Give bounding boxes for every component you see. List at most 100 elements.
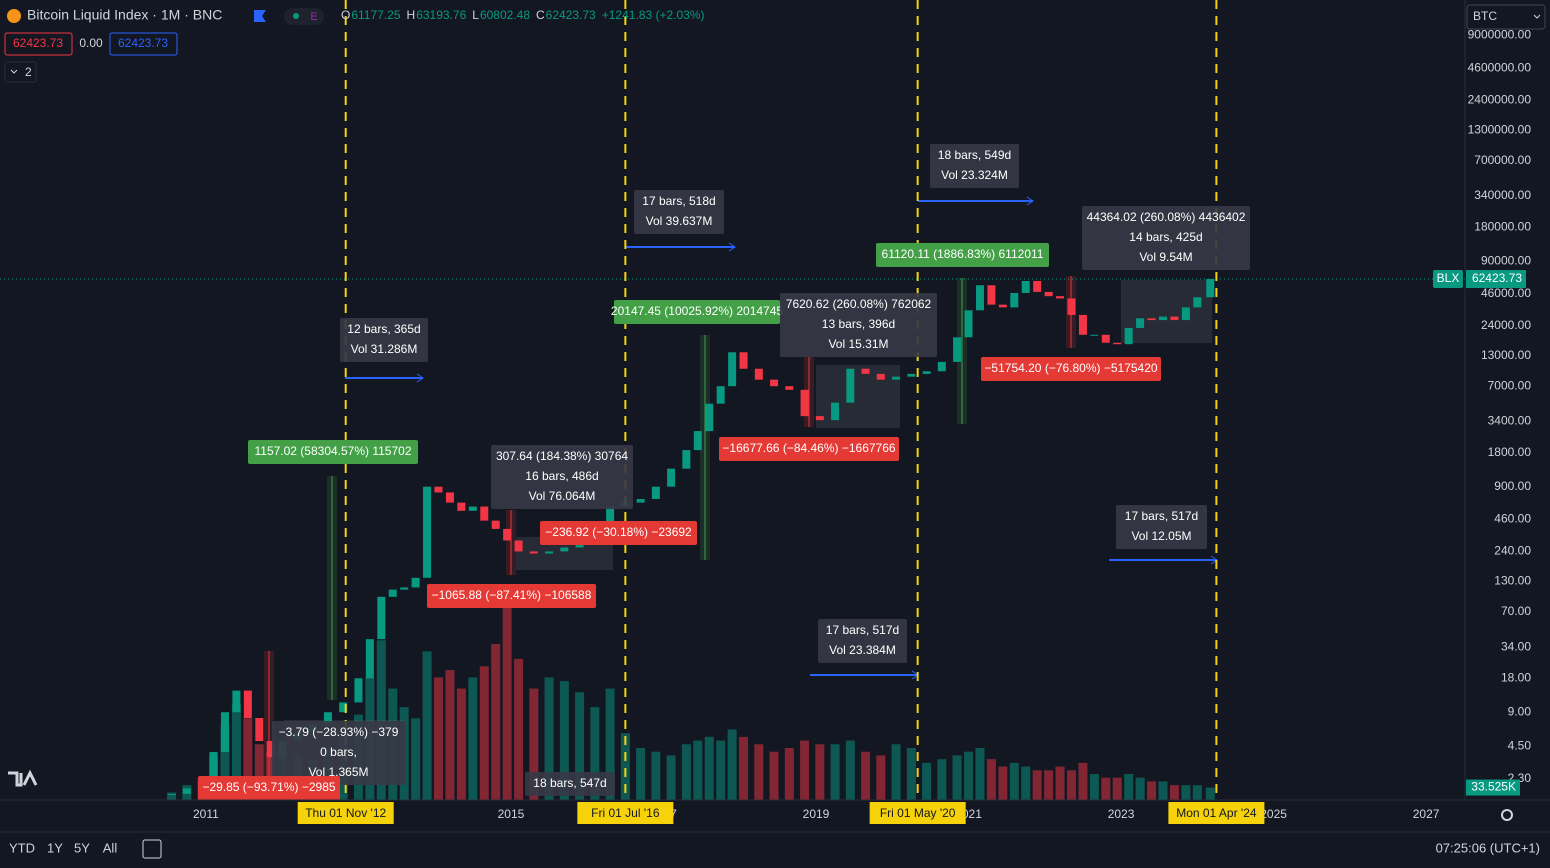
volume-bar bbox=[559, 681, 569, 800]
candle-body bbox=[1056, 296, 1065, 299]
candle-body bbox=[785, 386, 794, 390]
candle-body bbox=[1090, 334, 1099, 336]
x-tick-label: 2011 bbox=[193, 807, 219, 821]
date-marker-tag bbox=[297, 802, 394, 824]
volume-bar bbox=[937, 759, 947, 800]
volume-bar bbox=[1055, 766, 1065, 800]
candle-body bbox=[167, 793, 176, 795]
volume-bar bbox=[1205, 787, 1215, 800]
candle-body bbox=[1181, 307, 1190, 321]
candle-body bbox=[480, 506, 489, 521]
annotation-text: −29.85 (−93.71%) −2985 bbox=[202, 780, 335, 794]
volume-bar bbox=[769, 751, 779, 800]
symbol-tag-label: BLX bbox=[1437, 271, 1460, 285]
y-tick-label: 4600000.00 bbox=[1468, 61, 1532, 75]
price-tag bbox=[1466, 270, 1526, 289]
volume-bar bbox=[727, 729, 737, 800]
candle-body bbox=[182, 788, 191, 794]
status-badge: E bbox=[310, 11, 317, 23]
x-tick-label: 2027 bbox=[1413, 807, 1440, 821]
date-marker-tag bbox=[1168, 802, 1265, 824]
range-button[interactable]: 1Y bbox=[47, 840, 63, 855]
volume-bar bbox=[815, 744, 825, 800]
annotation-box bbox=[540, 521, 697, 545]
date-marker-label: Fri 01 May '20 bbox=[880, 806, 956, 820]
annotation-box bbox=[1116, 505, 1207, 549]
candle-body bbox=[1124, 327, 1133, 345]
volume-bar bbox=[376, 640, 386, 800]
flag-icon[interactable] bbox=[254, 10, 266, 22]
volume-bar bbox=[845, 740, 855, 800]
candle-body bbox=[861, 368, 870, 374]
symbol-select-value: BTC bbox=[1473, 9, 1497, 23]
annotation-box bbox=[818, 619, 907, 663]
toolbar: YTD 1Y 5Y All bbox=[9, 840, 117, 855]
volume-bar bbox=[636, 748, 646, 800]
annotation-text: −3.79 (−28.93%) −379 bbox=[279, 725, 399, 739]
volume-bar bbox=[491, 644, 501, 800]
candle-body bbox=[800, 389, 809, 417]
volume-bar bbox=[784, 748, 794, 800]
annotation-text: 1157.02 (58304.57%) 115702 bbox=[254, 444, 411, 458]
range-button[interactable]: YTD bbox=[9, 840, 35, 855]
date-marker-label: Mon 01 Apr '24 bbox=[1176, 806, 1257, 820]
candle-body bbox=[975, 285, 984, 311]
candle-body bbox=[937, 361, 946, 372]
ohlc-value: 60802.48 bbox=[480, 8, 530, 22]
annotation-text: 17 bars, 518d bbox=[642, 194, 715, 208]
range-button[interactable]: 5Y bbox=[74, 840, 90, 855]
y-tick-label: 46000.00 bbox=[1481, 286, 1531, 300]
volume-tag bbox=[1466, 779, 1520, 796]
annotation-box bbox=[876, 243, 1049, 267]
annotation-text: Vol 23.324M bbox=[941, 168, 1008, 182]
indicator-toggle[interactable] bbox=[4, 61, 37, 83]
volume-bar bbox=[922, 762, 932, 800]
annotation-text: 20147.45 (10025.92%) 2014745 bbox=[611, 304, 783, 318]
x-tick-label: 2019 bbox=[803, 807, 830, 821]
bid-box[interactable] bbox=[4, 32, 73, 56]
annotation-box bbox=[525, 772, 615, 796]
range-button[interactable]: All bbox=[103, 840, 118, 855]
candle-body bbox=[922, 371, 931, 374]
measure-zone bbox=[1121, 280, 1212, 343]
date-range-button[interactable] bbox=[142, 839, 162, 859]
clock[interactable]: 07:25:06 (UTC+1) bbox=[1436, 840, 1540, 855]
symbol-icon bbox=[7, 9, 21, 23]
volume-bar bbox=[1147, 781, 1157, 800]
symbol-title[interactable]: Bitcoin Liquid Index · 1M · BNC bbox=[27, 7, 222, 23]
annotation-text: Vol 23.384M bbox=[829, 643, 896, 657]
annotation-text: 18 bars, 549d bbox=[938, 148, 1011, 162]
candle-body bbox=[987, 285, 996, 305]
ask-box[interactable] bbox=[109, 32, 178, 56]
y-tick-label: 24000.00 bbox=[1481, 318, 1531, 332]
candle-body bbox=[457, 502, 466, 511]
ask: 62423.73 bbox=[118, 36, 168, 50]
y-tick-label: 4.50 bbox=[1508, 738, 1532, 752]
volume-bar bbox=[1066, 770, 1076, 800]
candle-body bbox=[716, 386, 725, 404]
volume-bar bbox=[220, 725, 230, 800]
volume-bar bbox=[468, 677, 478, 800]
select-arrow bbox=[1533, 14, 1541, 19]
annotation-text: 17 bars, 517d bbox=[826, 623, 899, 637]
candle-body bbox=[1021, 280, 1030, 293]
candle-body bbox=[411, 577, 420, 588]
annotation-text: Vol 12.05M bbox=[1131, 529, 1191, 543]
annotation-text: 61120.11 (1886.83%) 6112011 bbox=[882, 247, 1044, 261]
volume-bar bbox=[704, 736, 714, 800]
date-marker-label: Fri 01 Jul '16 bbox=[591, 806, 660, 820]
volume-bar bbox=[1124, 774, 1134, 800]
candle-body bbox=[434, 486, 443, 493]
symbol-select[interactable] bbox=[1466, 4, 1546, 30]
symbol-tag bbox=[1433, 270, 1463, 289]
candle-body bbox=[1067, 298, 1076, 315]
settings-icon[interactable] bbox=[1501, 809, 1513, 821]
candle-body bbox=[1010, 292, 1019, 308]
annotation-text: 18 bars, 547d bbox=[533, 776, 606, 790]
candle-body bbox=[606, 506, 615, 525]
y-tick-label: 1800.00 bbox=[1488, 445, 1532, 459]
annotation-box bbox=[634, 190, 724, 234]
candle-body bbox=[529, 551, 538, 554]
